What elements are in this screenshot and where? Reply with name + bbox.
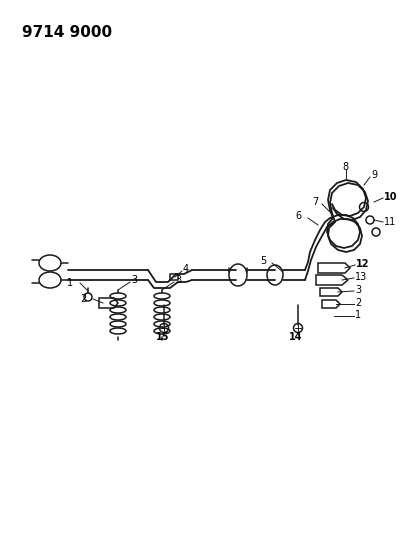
Text: 2: 2 [80, 294, 86, 304]
Text: 11: 11 [384, 217, 396, 227]
Text: 1: 1 [67, 278, 73, 288]
Text: 6: 6 [295, 211, 301, 221]
Text: 4: 4 [183, 264, 189, 274]
Text: 10: 10 [384, 192, 397, 202]
Text: 14: 14 [289, 332, 302, 342]
Text: 5: 5 [260, 256, 266, 266]
Text: 12: 12 [356, 259, 369, 269]
Text: 3: 3 [355, 285, 361, 295]
Text: 13: 13 [355, 272, 367, 282]
Text: 15: 15 [156, 332, 169, 342]
Text: 8: 8 [342, 162, 348, 172]
Text: 9714 9000: 9714 9000 [22, 25, 112, 40]
Text: 7: 7 [312, 197, 318, 207]
Text: 3: 3 [131, 275, 137, 285]
Text: 1: 1 [355, 310, 361, 320]
Text: 9: 9 [371, 170, 377, 180]
Text: 3: 3 [175, 275, 181, 285]
Text: 2: 2 [355, 298, 361, 308]
